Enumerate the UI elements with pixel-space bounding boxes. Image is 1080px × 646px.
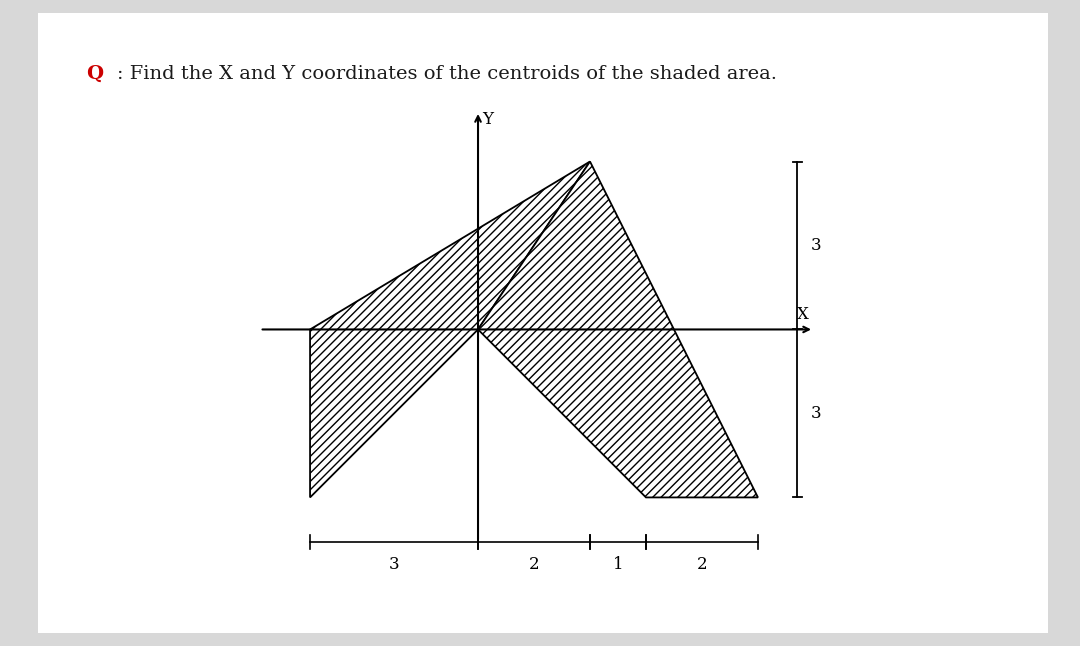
Text: 1: 1: [612, 556, 623, 573]
Text: 2: 2: [529, 556, 539, 573]
Text: Q: Q: [86, 65, 104, 83]
Text: 3: 3: [389, 556, 400, 573]
Text: 3: 3: [811, 405, 822, 422]
Text: 3: 3: [811, 237, 822, 254]
Polygon shape: [478, 162, 758, 497]
Polygon shape: [310, 162, 590, 497]
Text: : Find the X and Y coordinates of the centroids of the shaded area.: : Find the X and Y coordinates of the ce…: [117, 65, 777, 83]
Text: X: X: [797, 306, 809, 323]
FancyBboxPatch shape: [38, 13, 1048, 633]
Text: 2: 2: [697, 556, 707, 573]
Text: Y: Y: [483, 111, 494, 128]
